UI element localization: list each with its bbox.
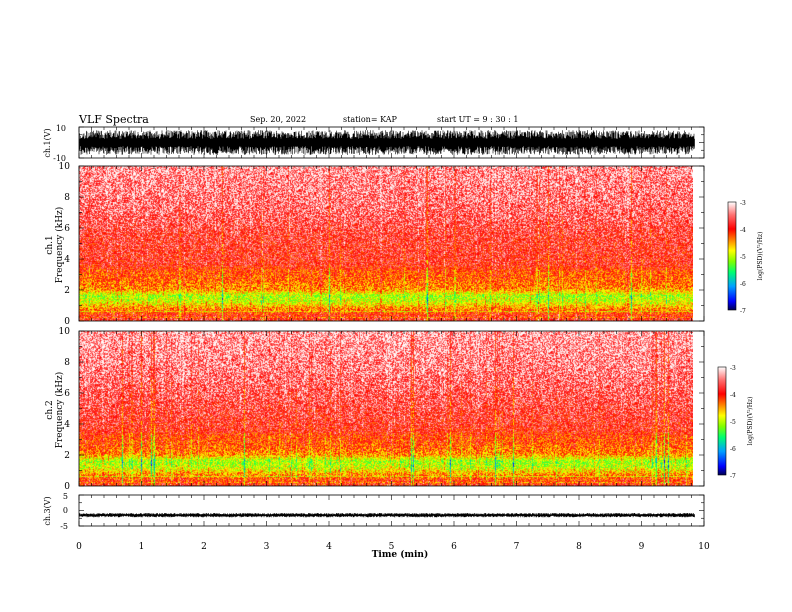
ch1-cb-tick-m6: -6 [740, 281, 746, 288]
time-tick-label: 6 [451, 542, 457, 552]
time-tick-label: 8 [576, 542, 582, 552]
ch1-ytick-0: 0 [64, 317, 70, 327]
ch2-ytick-6: 6 [64, 389, 70, 399]
spectrogram-ylabel-line: Frequency (kHz) [54, 207, 65, 284]
ch2-colorbar: -3 -4 -5 -6 -7 log(PSD)(V²/Hz) [717, 365, 754, 480]
ch3-ytick-bottom: -5 [60, 522, 68, 531]
ch1-ytick-2: 2 [64, 286, 70, 296]
ch2-spectrogram-panel: 0 2 4 6 8 10 ch.2Frequency (kHz) [45, 327, 705, 492]
ch1-ytick-top: 10 [56, 124, 66, 133]
ch2-cb-tick-m5: -5 [730, 419, 736, 426]
ch2-cb-tick-m6: -6 [730, 446, 736, 453]
ch2-spectrogram-frame [78, 330, 705, 487]
ch1-ytick-10: 10 [59, 162, 71, 172]
ch1-spectrogram-frame [78, 165, 705, 322]
date-label: Sep. 20, 2022 [250, 115, 306, 124]
ch1-ytick-4: 4 [64, 255, 70, 265]
ch1-spectrogram-ylabel: ch.1Frequency (kHz) [45, 207, 65, 284]
ch2-ytick-0: 0 [64, 482, 70, 492]
spectrogram-ylabel-line: Frequency (kHz) [54, 372, 65, 449]
ch1-waveform-ylabel: ch.1(V) [43, 128, 52, 157]
ch2-cb-tick-m3: -3 [730, 365, 736, 372]
ch1-colorbar-label: log(PSD)(V²/Hz) [757, 232, 764, 281]
ch2-ytick-10: 10 [59, 327, 71, 337]
ch1-cb-tick-m4: -4 [740, 227, 746, 234]
ch2-spectrogram-image [79, 331, 693, 486]
ch1-cb-tick-m7: -7 [740, 308, 746, 315]
time-axis-label: Time (min) [372, 549, 429, 560]
time-tick-label: 1 [139, 542, 145, 552]
ch1-spectrogram-panel: 0 2 4 6 8 10 ch.1Frequency (kHz) [45, 162, 705, 327]
ch1-ytick-6: 6 [64, 224, 70, 234]
time-tick-label: 5 [389, 542, 395, 552]
ch1-cb-tick-m5: -5 [740, 254, 746, 261]
ch3-waveform-panel: 5 0 -5 ch.3(V) [43, 492, 705, 531]
ch1-colorbar-scale [727, 201, 737, 311]
time-axis: 0 1 2 3 4 5 6 7 8 9 10 [76, 542, 710, 552]
time-tick-label: 7 [514, 542, 520, 552]
ch1-waveform-frame [78, 126, 705, 159]
ch2-colorbar-label: log(PSD)(V²/Hz) [747, 397, 754, 446]
time-tick-label: 4 [326, 542, 332, 552]
ch3-waveform-ylabel: ch.3(V) [43, 496, 52, 525]
time-tick-label: 3 [264, 542, 270, 552]
ch2-ytick-4: 4 [64, 420, 70, 430]
spectrogram-ylabel-line: ch.1 [45, 235, 55, 254]
spectrogram-ylabel-line: ch.2 [45, 400, 55, 419]
station-label: station= KAP [343, 115, 398, 124]
start-time-label: start UT = 9 : 30 : 1 [437, 115, 518, 124]
time-tick-label: 9 [639, 542, 645, 552]
ch3-ytick-top: 5 [63, 492, 68, 501]
ch2-ytick-8: 8 [64, 358, 70, 368]
ch1-colorbar: -3 -4 -5 -6 -7 log(PSD)(V²/Hz) [727, 200, 764, 315]
time-tick-label: 2 [201, 542, 207, 552]
ch1-waveform-line [79, 130, 695, 155]
ch1-waveform-panel: 10 -10 ch.1(V) [43, 124, 705, 163]
ch1-ytick-8: 8 [64, 193, 70, 203]
ch2-spectrogram-ylabel: ch.2Frequency (kHz) [45, 372, 65, 449]
ch1-spectrogram-image [79, 166, 693, 321]
figure-title: VLF Spectra [78, 113, 149, 126]
ch2-cb-tick-m4: -4 [730, 392, 736, 399]
time-tick-label: 0 [76, 542, 82, 552]
ch1-cb-tick-m3: -3 [740, 200, 746, 207]
ch3-waveform-line [79, 513, 695, 518]
ch1-ytick-bottom: -10 [53, 154, 66, 163]
time-tick-label: 10 [698, 542, 710, 552]
ch3-ytick-mid: 0 [63, 506, 68, 515]
ch2-ytick-2: 2 [64, 451, 70, 461]
ch2-cb-tick-m7: -7 [730, 473, 736, 480]
ch3-waveform-frame [78, 494, 705, 527]
ch2-colorbar-scale [717, 366, 727, 476]
